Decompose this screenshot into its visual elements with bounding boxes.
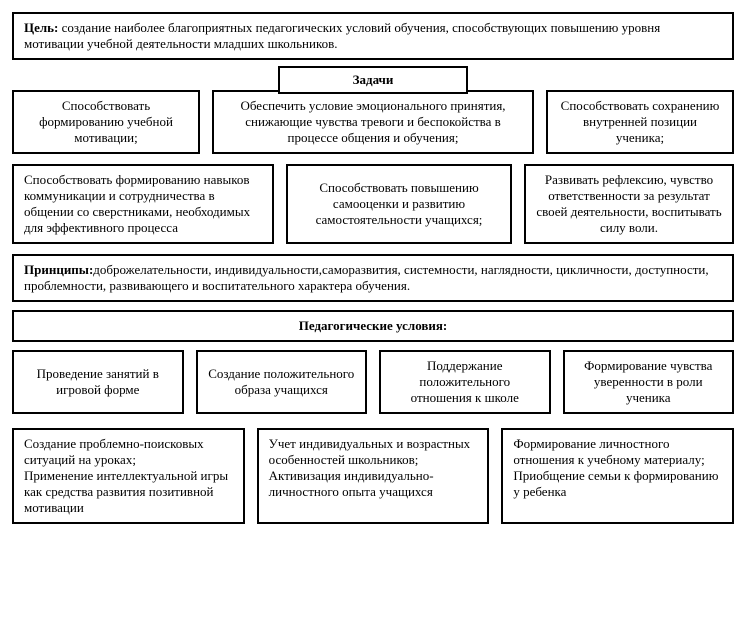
task-box-2: Обеспечить условие эмоционального принят…	[212, 90, 534, 154]
task-box-4: Способствовать формированию навыков комм…	[12, 164, 274, 244]
ped-conditions-header: Педагогические условия:	[12, 310, 734, 342]
goal-box: Цель: создание наиболее благоприятных пе…	[12, 12, 734, 60]
tasks-row-1: Способствовать формированию учебной моти…	[12, 90, 734, 154]
condition-box-3: Поддержание положительного отношения к ш…	[379, 350, 551, 414]
bottom-box-1: Создание проблемно-поисковых ситуаций на…	[12, 428, 245, 524]
condition-box-1: Проведение занятий в игровой форме	[12, 350, 184, 414]
condition-box-2: Создание положительного образа учащихся	[196, 350, 368, 414]
bottom-row: Создание проблемно-поисковых ситуаций на…	[12, 428, 734, 524]
goal-label: Цель:	[24, 20, 58, 35]
tasks-header: Задачи	[278, 66, 468, 94]
principles-box: Принципы:доброжелательности, индивидуаль…	[12, 254, 734, 302]
condition-box-4: Формирование чувства уверенности в роли …	[563, 350, 735, 414]
task-box-6: Развивать рефлексию, чувство ответственн…	[524, 164, 734, 244]
goal-text: создание наиболее благоприятных педагоги…	[24, 20, 660, 51]
ped-conditions-row: Проведение занятий в игровой форме Созда…	[12, 350, 734, 414]
principles-label: Принципы:	[24, 262, 93, 277]
task-box-1: Способствовать формированию учебной моти…	[12, 90, 200, 154]
task-box-5: Способствовать повышению самооценки и ра…	[286, 164, 512, 244]
principles-text: доброжелательности, индивидуальности,сам…	[24, 262, 709, 293]
bottom-box-2: Учет индивидуальных и возрастных особенн…	[257, 428, 490, 524]
tasks-section: Задачи Способствовать формированию учебн…	[12, 66, 734, 244]
tasks-row-2: Способствовать формированию навыков комм…	[12, 164, 734, 244]
task-box-3: Способствовать сохранению внутренней поз…	[546, 90, 734, 154]
bottom-box-3: Формирование личностного отношения к уче…	[501, 428, 734, 524]
